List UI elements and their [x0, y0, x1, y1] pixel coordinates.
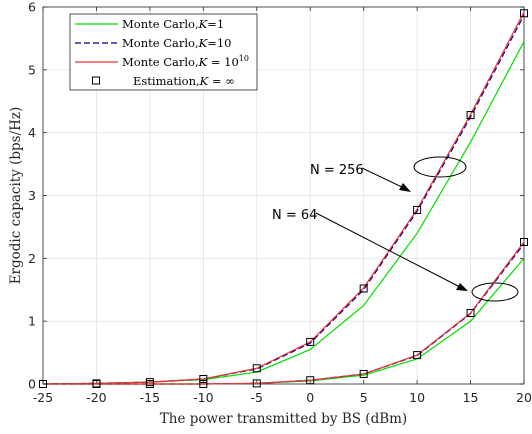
estimation-marker — [39, 380, 47, 388]
legend-label-k10: Monte Carlo,K=10 — [122, 36, 231, 50]
y-axis-label: Ergodic capacity (bps/Hz) — [8, 107, 24, 285]
estimation-marker — [145, 380, 154, 388]
estimation-marker — [252, 364, 261, 373]
x-tick-label: 0 — [306, 390, 314, 405]
annotation-n64-label: N = 64 — [272, 208, 317, 223]
estimation-marker — [199, 374, 208, 383]
legend-item-k10: Monte Carlo,K=10 — [75, 36, 231, 50]
series-line — [42, 11, 525, 385]
annotation-n256-label: N = 256 — [310, 163, 364, 178]
annotation-n256: N = 256 — [310, 156, 467, 192]
x-tick-label: 10 — [409, 390, 425, 405]
estimation-marker — [359, 369, 368, 378]
x-tick-label: 5 — [360, 390, 368, 405]
series-6 — [43, 241, 525, 385]
series-line — [42, 14, 525, 385]
legend-box — [69, 13, 258, 91]
estimation-marker — [306, 376, 315, 385]
x-tick-label: -10 — [193, 390, 213, 405]
annotation-n256-ellipse — [413, 156, 467, 178]
series-line — [43, 241, 525, 385]
x-tick-label: 20 — [516, 390, 532, 405]
legend-swatch-estimation — [92, 76, 100, 85]
estimation-marker — [520, 237, 528, 246]
estimation-marker — [252, 379, 261, 388]
annotation-n64-arrowhead — [456, 283, 468, 291]
annotation-n256-arrowhead — [399, 183, 411, 192]
estimation-marker — [466, 308, 475, 317]
x-tick-label: -15 — [140, 390, 160, 405]
y-tick-label: 5 — [28, 62, 36, 77]
legend-item-k1e10: Monte Carlo,K = 1010 — [75, 54, 249, 69]
estimation-marker — [413, 205, 422, 214]
x-tick-label: -20 — [86, 390, 106, 405]
series — [39, 9, 528, 388]
estimation-marker — [520, 9, 528, 18]
legend-item-estimation: Estimation,K = ∞ — [92, 74, 235, 88]
series-7 — [39, 237, 528, 388]
legend-item-k1: Monte Carlo,K=1 — [75, 17, 224, 31]
y-tick-label: 0 — [28, 377, 36, 392]
annotation-n256-arrow — [361, 167, 405, 189]
legend: Monte Carlo,K=1 Monte Carlo,K=10 Monte C… — [69, 13, 258, 91]
y-tick-label: 2 — [28, 251, 36, 266]
estimation-marker — [413, 351, 422, 360]
estimation-marker — [466, 111, 475, 120]
annotation-n64-arrow — [315, 212, 461, 288]
x-tick-label: -25 — [33, 390, 53, 405]
series-2 — [42, 11, 525, 385]
x-tick-label: 15 — [463, 390, 479, 405]
series-1 — [42, 14, 525, 385]
x-tick-label: -5 — [251, 390, 263, 405]
estimation-marker — [306, 337, 315, 346]
estimation-marker — [92, 380, 101, 388]
legend-label-k1e10: Monte Carlo,K = 1010 — [122, 54, 249, 69]
x-axis-label: The power transmitted by BS (dBm) — [160, 411, 407, 427]
annotation-n64: N = 64 — [272, 208, 519, 302]
annotation-n64-ellipse — [471, 282, 519, 302]
y-tick-label: 3 — [28, 188, 36, 203]
legend-label-k1: Monte Carlo,K=1 — [122, 17, 224, 31]
y-tick-label: 1 — [28, 314, 36, 329]
estimation-marker — [199, 380, 208, 388]
y-tick-label: 4 — [28, 125, 36, 140]
legend-label-estimation: Estimation,K = ∞ — [133, 74, 235, 88]
y-axis-ticks: 0 1 2 3 4 5 6 — [28, 0, 524, 392]
x-axis-ticks: -25 -20 -15 -10 -5 0 5 10 15 20 — [33, 7, 532, 405]
y-tick-label: 6 — [28, 0, 36, 15]
estimation-marker — [359, 284, 368, 293]
